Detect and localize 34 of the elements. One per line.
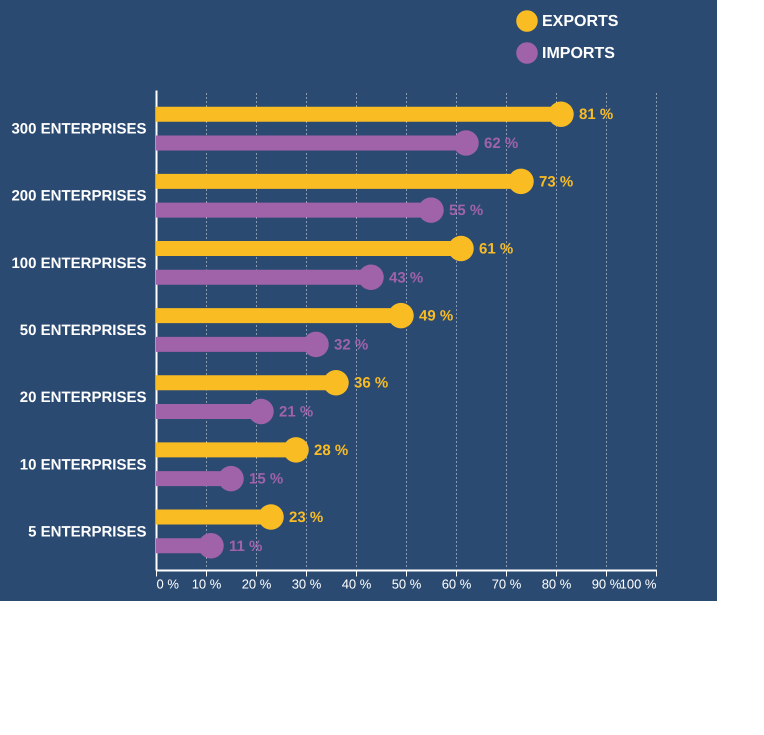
y-tick-label: 300 ENTERPRISES xyxy=(11,120,146,138)
x-tick-label: 30 % xyxy=(292,576,322,592)
data-label: 49 % xyxy=(419,308,454,325)
x-tick-label: 70 % xyxy=(492,576,522,592)
data-label: 11 % xyxy=(229,538,262,555)
data-label: 81 % xyxy=(579,106,614,124)
data-label: 15 % xyxy=(249,470,284,488)
x-tick-label: 0 % xyxy=(156,576,180,592)
data-label: 23 % xyxy=(289,509,324,526)
y-tick-label: 20 ENTERPRISES xyxy=(20,389,146,406)
data-label: 36 % xyxy=(354,374,388,392)
x-tick-label: 60 % xyxy=(442,576,472,592)
y-tick-label: 10 ENTERPRISES xyxy=(20,456,146,474)
x-tick-label: 10 % xyxy=(192,576,222,592)
x-tick-label: 80 % xyxy=(542,576,572,592)
y-tick-label: 5 ENTERPRISES xyxy=(28,523,146,540)
y-tick-label: 100 ENTERPRISES xyxy=(11,254,146,272)
data-label: 73 % xyxy=(539,173,574,190)
legend-label: IMPORTS xyxy=(542,45,616,62)
legend-label: EXPORTS xyxy=(542,13,619,30)
data-label: 32 % xyxy=(334,336,368,354)
y-tick-label: 50 ENTERPRISES xyxy=(20,322,146,339)
data-label: 61 % xyxy=(479,240,514,258)
x-tick-label: 50 % xyxy=(392,576,422,592)
y-tick-label: 200 ENTERPRISES xyxy=(11,188,146,205)
data-label: 55 % xyxy=(449,202,484,220)
data-label: 62 % xyxy=(484,134,518,152)
data-label: 28 % xyxy=(314,442,348,459)
x-tick-label: 40 % xyxy=(342,576,372,592)
x-tick-label: 20 % xyxy=(242,576,272,592)
x-tick-label: 100 % xyxy=(620,576,657,592)
data-label: 43 % xyxy=(389,269,424,286)
data-label: 21 % xyxy=(279,404,314,421)
x-tick-label: 90 % xyxy=(592,576,622,592)
